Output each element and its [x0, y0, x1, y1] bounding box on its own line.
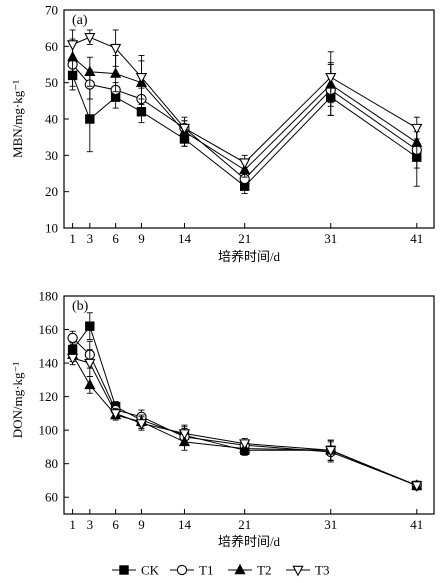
data-point-t3 [239, 158, 251, 169]
y-tick-label: 120 [39, 389, 59, 404]
x-tick-label: 9 [138, 231, 145, 246]
x-tick-label: 14 [178, 517, 192, 532]
x-tick-label: 6 [112, 231, 119, 246]
x-tick-label: 21 [238, 231, 251, 246]
y-axis-title-b: DON/mg·kg⁻¹ [10, 362, 25, 439]
x-tick-label: 41 [410, 231, 423, 246]
series-t2 [67, 347, 423, 490]
data-point-ck [85, 321, 95, 331]
legend-item-ck: CK [112, 563, 160, 578]
x-tick-label: 1 [69, 231, 76, 246]
data-point-t3 [66, 40, 79, 51]
data-point-t3 [239, 439, 251, 450]
y-tick-label: 20 [45, 184, 58, 199]
legend-item-t1: T1 [170, 563, 213, 578]
data-point-t2 [84, 378, 96, 390]
series-line-t3 [72, 357, 417, 486]
series-group-a [66, 29, 423, 194]
x-tick-label: 14 [178, 231, 192, 246]
x-tick-label: 3 [87, 517, 94, 532]
legend-label: T2 [257, 563, 271, 578]
legend-item-t2: T2 [228, 563, 271, 578]
panel-b: (b) DON/mg·kg⁻¹ 培养时间/d 60 80 100 120 140 160 1… [10, 289, 435, 549]
legend-label: CK [141, 563, 160, 578]
data-point-t3 [110, 409, 122, 420]
x-axis-title-a: 培养时间/d [218, 249, 281, 264]
y-tick-label: 60 [45, 490, 58, 505]
data-point-t3 [135, 419, 148, 430]
y-tick-label: 10 [45, 221, 58, 236]
data-point-t3 [84, 358, 96, 370]
series-ck [67, 312, 422, 491]
legend-marker-ck [119, 565, 129, 575]
legend-label: T3 [315, 563, 329, 578]
y-axis-title-a: MBN/mg·kg⁻¹ [10, 80, 25, 158]
data-point-t2 [411, 136, 423, 147]
data-point-t3 [325, 72, 337, 84]
series-line-t2 [72, 56, 418, 171]
y-tick-label: 140 [39, 356, 59, 371]
y-tick-label: 70 [45, 3, 58, 18]
legend-marker-t3 [292, 565, 304, 577]
data-point-t3 [135, 72, 148, 84]
series-group-b [66, 312, 423, 492]
y-tick-label: 50 [45, 75, 58, 90]
x-tick-label: 21 [238, 517, 251, 532]
data-point-ck [85, 114, 95, 124]
y-tick-label: 100 [39, 423, 59, 438]
data-point-t2 [110, 67, 122, 78]
data-point-t3 [66, 353, 79, 365]
legend-item-t3: T3 [286, 563, 329, 578]
y-tick-label: 40 [45, 112, 58, 127]
y-tick-label: 60 [45, 39, 58, 54]
x-ticks-a: 1 3 6 9 14 21 31 41 [69, 223, 423, 246]
y-tick-label: 180 [39, 289, 59, 304]
series-line-t3 [72, 36, 418, 164]
series-t1 [67, 330, 422, 491]
series-t3 [66, 349, 423, 492]
data-point-t3 [178, 123, 191, 135]
data-point-t3 [178, 429, 191, 440]
legend-label: T1 [199, 563, 213, 578]
x-tick-label: 41 [410, 517, 423, 532]
x-tick-label: 31 [324, 231, 337, 246]
series-line-ck [72, 325, 417, 486]
x-tick-label: 6 [112, 517, 119, 532]
legend-marker-t1 [176, 564, 188, 576]
y-ticks-b: 60 80 100 120 140 160 180 [39, 289, 69, 505]
x-tick-label: 3 [87, 231, 94, 246]
series-line-t2 [72, 354, 417, 486]
data-point-t3 [325, 446, 337, 457]
y-ticks-a: 10 20 30 40 50 60 70 [45, 3, 69, 236]
panel-label-b: (b) [72, 299, 89, 314]
series-line-t1 [72, 337, 417, 486]
x-ticks-b: 1 3 6 9 14 21 31 41 [69, 509, 423, 532]
series-t3 [66, 29, 423, 171]
data-point-t3 [411, 123, 423, 135]
y-tick-label: 160 [39, 322, 59, 337]
plot-frame-a [63, 9, 435, 229]
data-point-t3 [411, 481, 423, 492]
x-axis-title-b: 培养时间/d [218, 534, 281, 549]
x-tick-label: 1 [69, 517, 76, 532]
data-point-t1 [67, 332, 78, 344]
x-tick-label: 31 [324, 517, 337, 532]
plot-frame-b [63, 295, 435, 515]
data-point-t2 [84, 65, 96, 76]
x-tick-label: 9 [138, 517, 145, 532]
data-point-t3 [110, 43, 122, 55]
y-tick-label: 80 [45, 456, 58, 471]
legend-marker-t2 [234, 563, 246, 575]
y-tick-label: 30 [45, 148, 58, 163]
data-point-t3 [84, 32, 96, 44]
panel-label-a: (a) [72, 13, 88, 28]
legend: CK T1 T2 T3 [112, 563, 329, 578]
